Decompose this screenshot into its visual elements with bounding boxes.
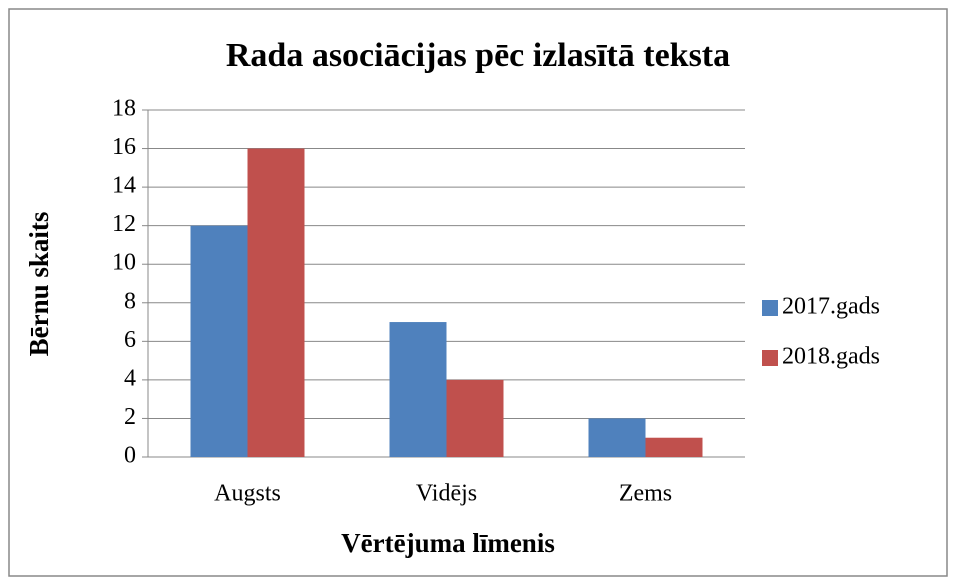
- bar: [247, 148, 305, 458]
- x-tick-label: Zems: [619, 481, 672, 507]
- bar: [588, 418, 646, 457]
- x-tick-label: Augsts: [214, 481, 281, 507]
- bar: [446, 379, 504, 457]
- chart-border: [8, 8, 948, 577]
- y-tick-label: 16: [112, 134, 136, 160]
- y-tick-label: 12: [112, 211, 136, 237]
- y-tick-label: 8: [124, 288, 136, 314]
- legend-label: 2017.gads: [782, 294, 880, 320]
- bar: [389, 322, 447, 457]
- y-tick-label: 10: [112, 250, 136, 276]
- legend-label: 2018.gads: [782, 344, 880, 370]
- x-axis-label: Vērtējuma līmenis: [341, 528, 555, 558]
- x-tick-label: Vidējs: [416, 481, 477, 507]
- y-tick-label: 18: [112, 96, 136, 122]
- bar: [190, 225, 248, 457]
- y-tick-label: 14: [112, 173, 136, 199]
- y-tick-label: 0: [124, 443, 136, 469]
- legend-swatch: [762, 350, 778, 366]
- y-tick-label: 4: [124, 365, 136, 391]
- legend-swatch: [762, 300, 778, 316]
- chart-title: Rada asociācijas pēc izlasītā teksta: [226, 37, 730, 74]
- y-tick-label: 6: [124, 327, 136, 353]
- bar: [645, 437, 703, 457]
- y-tick-label: 2: [124, 404, 136, 430]
- y-axis-label: Bērnu skaits: [24, 212, 54, 357]
